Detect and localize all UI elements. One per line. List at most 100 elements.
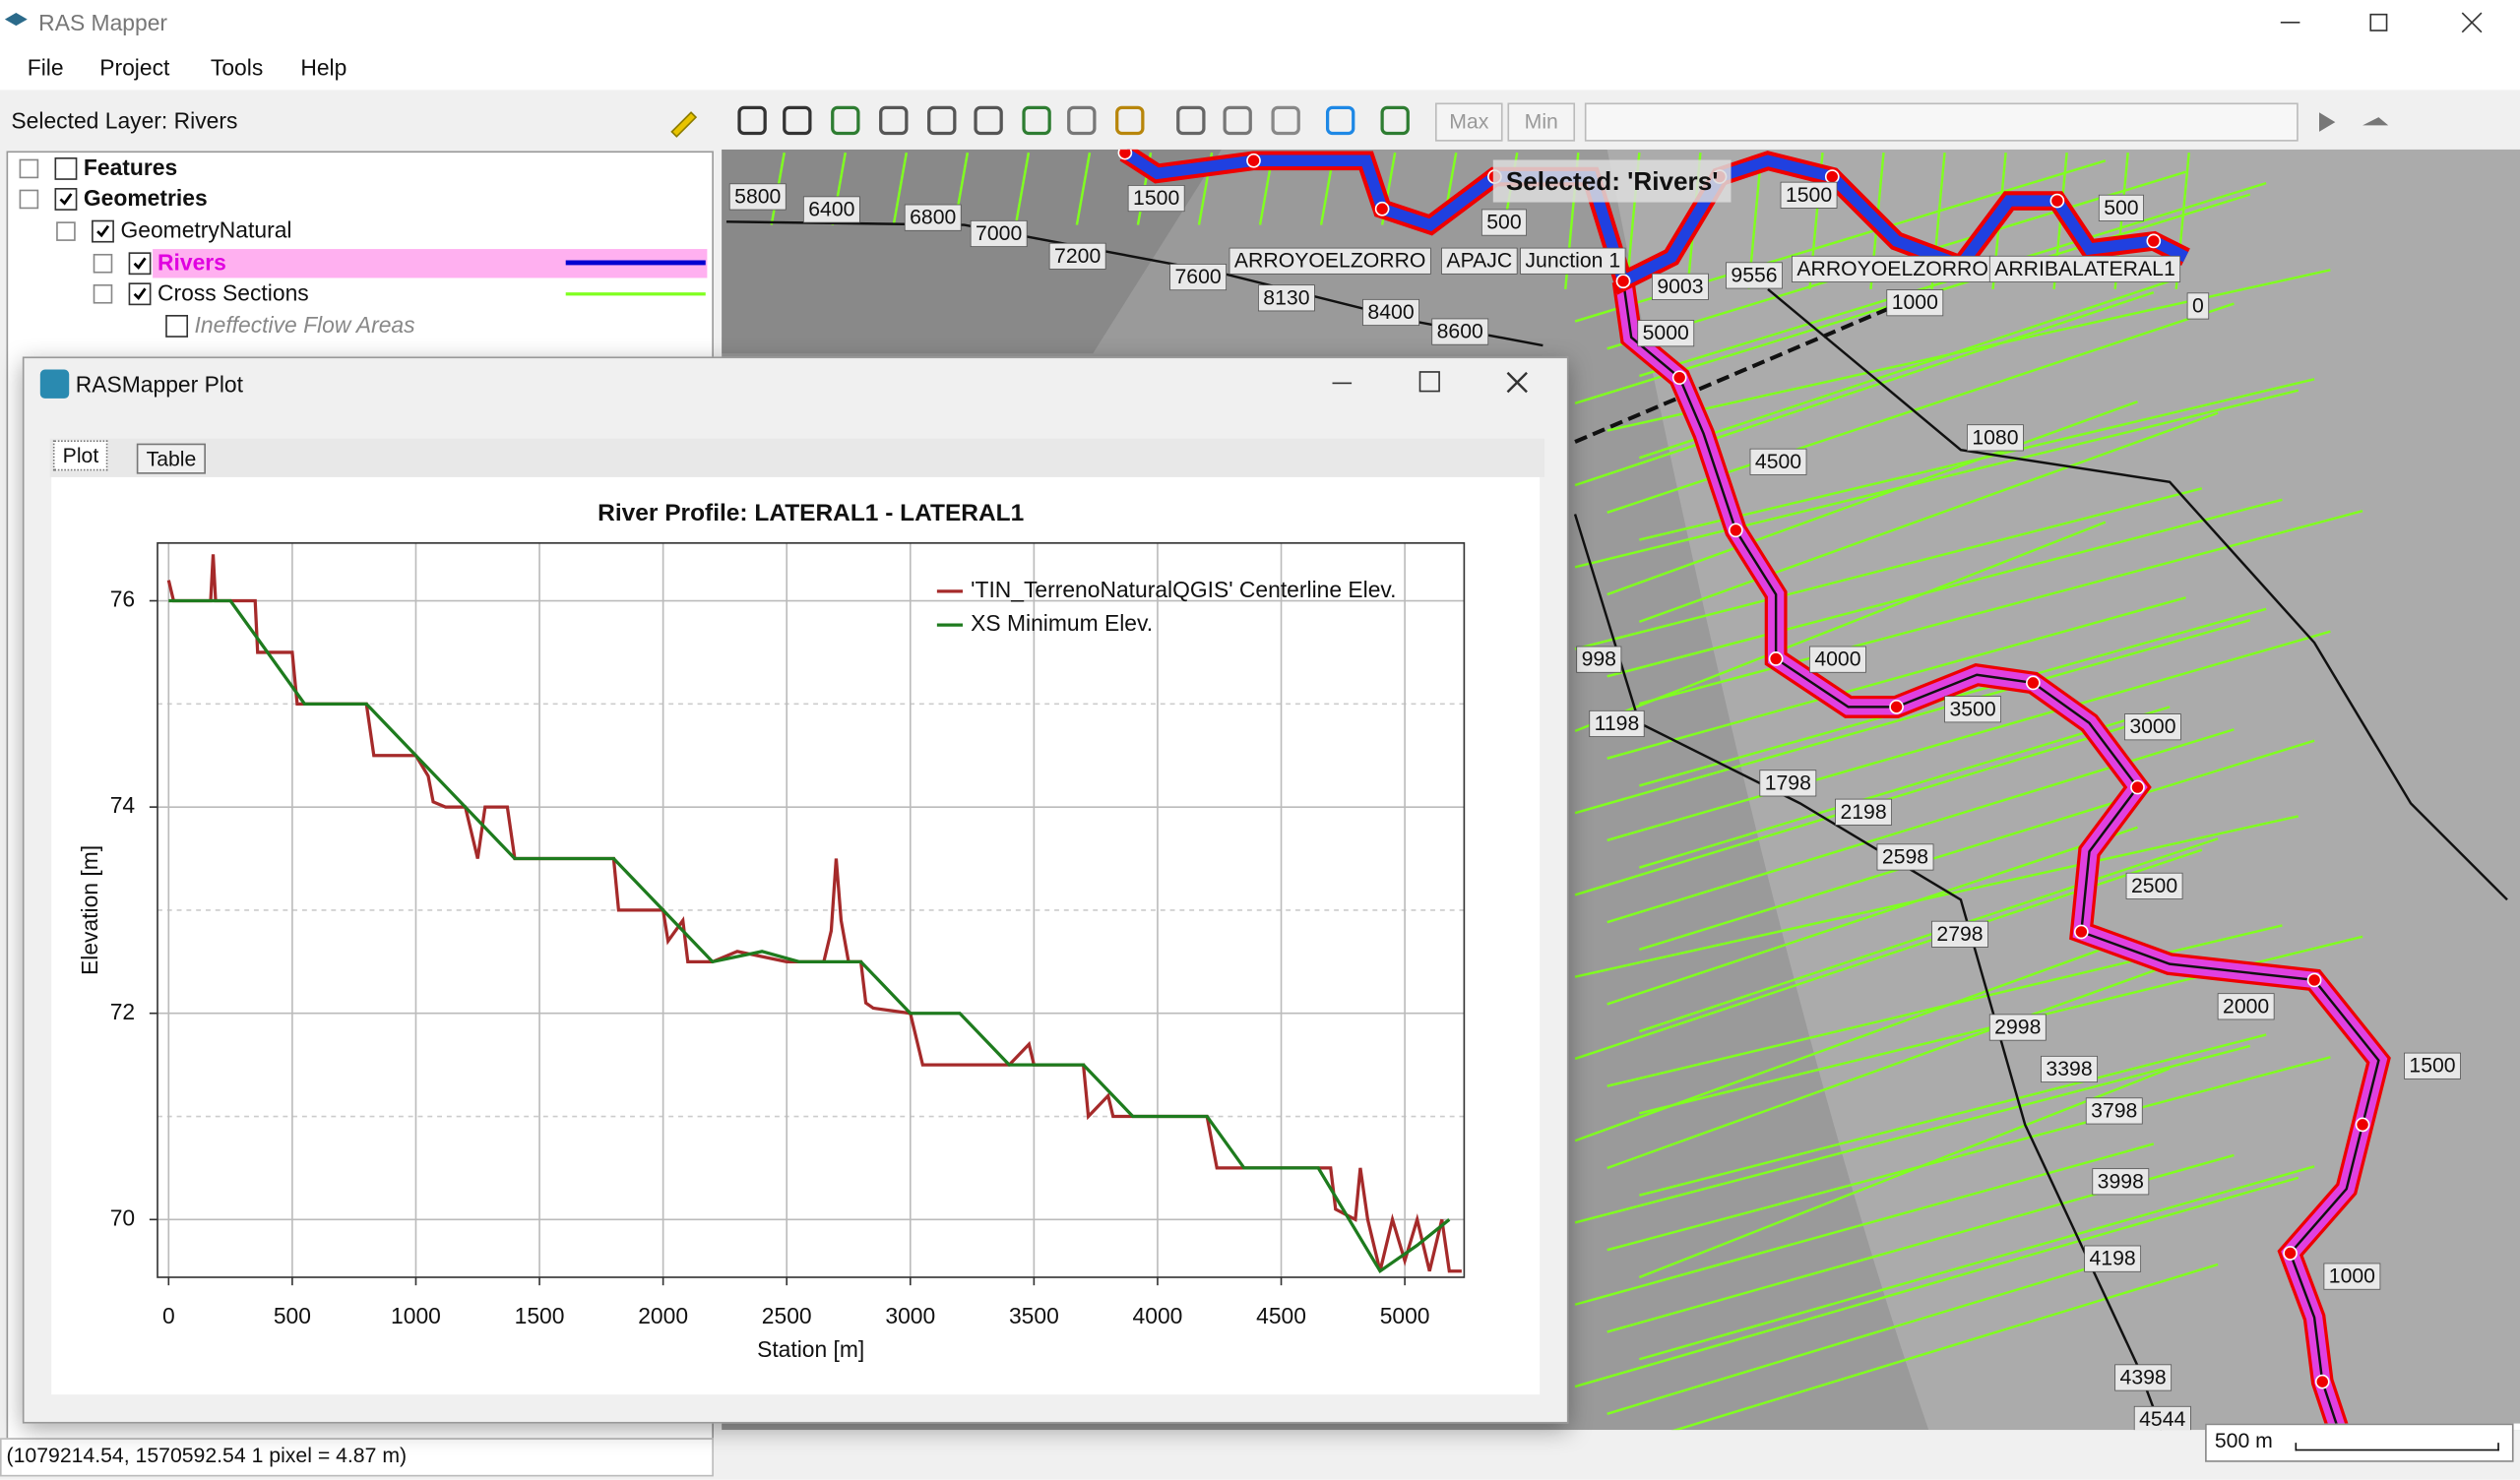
- legend-label: 'TIN_TerrenoNaturalQGIS' Centerline Elev…: [971, 577, 1396, 602]
- slow-button[interactable]: [2362, 117, 2389, 126]
- toolbar-button[interactable]: [927, 105, 957, 136]
- maximize-button[interactable]: [1418, 371, 1440, 393]
- tree-label[interactable]: Ineffective Flow Areas: [194, 311, 415, 338]
- tree-label[interactable]: GeometryNatural: [120, 216, 292, 243]
- map-label-background: [1749, 448, 1807, 475]
- bank-line: [1767, 287, 2508, 901]
- toolbar-button[interactable]: [1380, 105, 1410, 136]
- map-label: 2500: [2131, 875, 2177, 897]
- tree-label[interactable]: Geometries: [83, 184, 208, 211]
- data-line: [168, 598, 1451, 1274]
- tab[interactable]: Plot: [52, 440, 109, 471]
- toolbar-button[interactable]: [737, 105, 767, 136]
- toolbar-button[interactable]: [1325, 105, 1355, 136]
- xs-line: [1606, 1056, 2331, 1252]
- map-label: 1500: [1786, 184, 1832, 207]
- map-label-background: [1637, 320, 1695, 347]
- tree-expander[interactable]: [19, 189, 39, 210]
- toolbar-button[interactable]: [1223, 105, 1252, 136]
- map-label-background: [1876, 843, 1934, 871]
- map-label-background: [2323, 1263, 2381, 1290]
- min-button[interactable]: Min: [1507, 102, 1576, 142]
- toolbar-button[interactable]: [1067, 105, 1097, 136]
- map-label-background: [1931, 920, 1988, 948]
- toolbar-button[interactable]: [1176, 105, 1206, 136]
- menu-bar: [0, 47, 2520, 91]
- map-label: 9556: [1731, 264, 1777, 286]
- xs-line: [1671, 1263, 2219, 1431]
- map-label-background: [2085, 1097, 2143, 1125]
- tree-checkbox[interactable]: [92, 219, 114, 243]
- time-slider[interactable]: [1584, 102, 2299, 142]
- plot-window-title: RASMapper Plot: [75, 371, 243, 398]
- map-label: 1198: [1595, 712, 1640, 735]
- xs-line: [1574, 619, 2251, 815]
- xs-line: [1574, 848, 2203, 1061]
- max-button[interactable]: Max: [1435, 102, 1503, 142]
- menu-item[interactable]: Help: [300, 54, 347, 81]
- river-vertex: [1246, 153, 1261, 168]
- play-button[interactable]: [2318, 112, 2336, 132]
- map-label: 1500: [2409, 1055, 2455, 1078]
- toolbar-button[interactable]: [974, 105, 1003, 136]
- tree-checkbox[interactable]: [165, 315, 189, 338]
- tree-checkbox[interactable]: [54, 188, 78, 211]
- toolbar-button[interactable]: [879, 105, 909, 136]
- xs-line: [1574, 1044, 2251, 1224]
- restore-button[interactable]: [2369, 13, 2388, 31]
- tree-expander[interactable]: [93, 283, 113, 304]
- map-label-background: [1652, 273, 1709, 300]
- scale-bar: [2205, 1423, 2514, 1462]
- xs-line: [1638, 1067, 2171, 1279]
- menu-item[interactable]: Project: [99, 54, 170, 81]
- xs-line: [1606, 1252, 2138, 1415]
- toolbar-button[interactable]: [1271, 105, 1300, 136]
- window-title: RAS Mapper: [38, 9, 168, 35]
- xs-line: [1606, 596, 2186, 760]
- tree-expander[interactable]: [56, 221, 76, 241]
- close-icon[interactable]: [1506, 371, 1529, 394]
- y-tick-label: 76: [110, 586, 135, 612]
- tree-label[interactable]: Features: [83, 154, 178, 180]
- toolbar-button[interactable]: [1022, 105, 1051, 136]
- toolbar-button[interactable]: [831, 105, 860, 136]
- tab[interactable]: Table: [136, 443, 207, 474]
- tree-expander[interactable]: [93, 253, 113, 274]
- map-label-background: [2124, 713, 2181, 741]
- map-label: 500: [1486, 212, 1521, 234]
- minimize-button[interactable]: [1332, 382, 1353, 385]
- menu-item[interactable]: File: [27, 54, 64, 81]
- toolbar-button[interactable]: [783, 105, 812, 136]
- map-label: 3500: [1949, 698, 1995, 720]
- toolbar-button[interactable]: [1115, 105, 1145, 136]
- map-label-background: [2114, 1364, 2173, 1391]
- xs-line: [1606, 269, 2331, 432]
- map-label-background: [1048, 242, 1106, 270]
- river-vertex: [1671, 370, 1687, 386]
- tree-checkbox[interactable]: [54, 157, 78, 180]
- tree-checkbox[interactable]: [128, 282, 152, 306]
- map-label-background: [1431, 318, 1489, 345]
- xs-line: [1075, 152, 1092, 225]
- map-label: 5000: [1643, 322, 1689, 344]
- data-line: [166, 554, 1462, 1273]
- tree-expander[interactable]: [19, 158, 39, 179]
- map-label-background: [970, 219, 1028, 248]
- tree-checkbox[interactable]: [128, 252, 152, 276]
- map-view[interactable]: Selected: 'Rivers' 5800 6400 6800 7000 7200 76…: [722, 149, 2520, 1431]
- map-label-background: [1967, 424, 2024, 452]
- river-highlight: [1121, 149, 2189, 289]
- x-tick-label: 4500: [1256, 1303, 1306, 1328]
- river-vertex: [1768, 651, 1784, 666]
- tree-label[interactable]: Rivers: [158, 249, 226, 276]
- map-label-background: [1127, 185, 1185, 213]
- chart: River Profile: LATERAL1 - LATERAL1 Statio…: [51, 476, 1541, 1395]
- tree-label[interactable]: Cross Sections: [158, 279, 309, 306]
- close-button[interactable]: [2461, 12, 2483, 33]
- plot-frame: [157, 542, 1466, 1278]
- menu-item[interactable]: Tools: [210, 54, 264, 81]
- river-vertex: [2355, 1117, 2370, 1133]
- x-tick-label: 3500: [1009, 1303, 1059, 1328]
- river-vertex: [1728, 523, 1743, 538]
